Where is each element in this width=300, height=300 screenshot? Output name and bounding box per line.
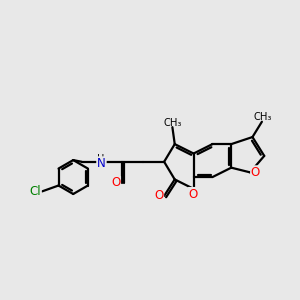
Text: O: O xyxy=(111,176,121,190)
Text: O: O xyxy=(154,189,164,203)
Text: CH₃: CH₃ xyxy=(253,112,272,122)
Text: O: O xyxy=(188,188,198,200)
Text: O: O xyxy=(251,166,260,179)
Text: Cl: Cl xyxy=(30,185,41,198)
Text: H: H xyxy=(97,154,104,164)
Text: N: N xyxy=(97,157,106,170)
Text: CH₃: CH₃ xyxy=(163,118,182,128)
